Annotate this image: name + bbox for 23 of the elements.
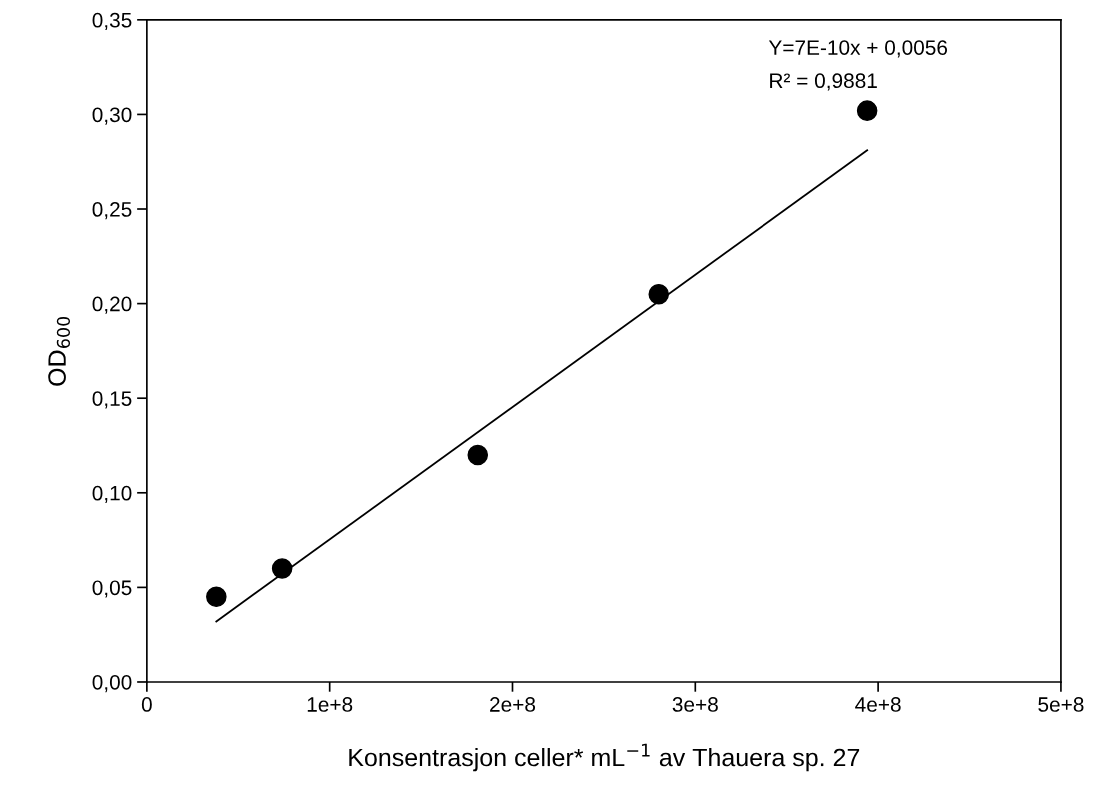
y-tick-label: 0,10 — [92, 485, 132, 504]
y-tick-label: 0,20 — [92, 296, 132, 314]
point — [206, 586, 227, 608]
y-tick-label: 0,00 — [92, 674, 132, 693]
annotation: Y=7E-10x + 0,0056 — [768, 40, 948, 58]
x-tick-label: 0 — [141, 697, 152, 712]
x-tick-label: 5e+8 — [1038, 697, 1084, 712]
x-tick-label: 2e+8 — [490, 697, 536, 712]
y-tick-label: 0,05 — [92, 580, 132, 598]
point — [856, 100, 878, 121]
y-tick-label: 0,35 — [92, 12, 132, 31]
y-tick-label: 0,25 — [92, 202, 132, 220]
x-tick-label: 4e+8 — [855, 697, 901, 712]
y-axis-title: OD$_{600}$ — [48, 316, 71, 386]
annotation: R² = 0,9881 — [770, 73, 877, 91]
x-axis-title: Konsentrasjon celler* mL$^{−1}$ av Thauera sp. 27 — [349, 743, 860, 772]
x-tick-label: 3e+8 — [672, 697, 718, 712]
y-tick-label: 0,30 — [92, 107, 132, 125]
x-tick-label: 1e+8 — [307, 697, 353, 712]
point — [467, 444, 489, 466]
y-tick-label: 0,15 — [92, 391, 132, 409]
point — [271, 558, 293, 579]
point — [648, 283, 670, 305]
